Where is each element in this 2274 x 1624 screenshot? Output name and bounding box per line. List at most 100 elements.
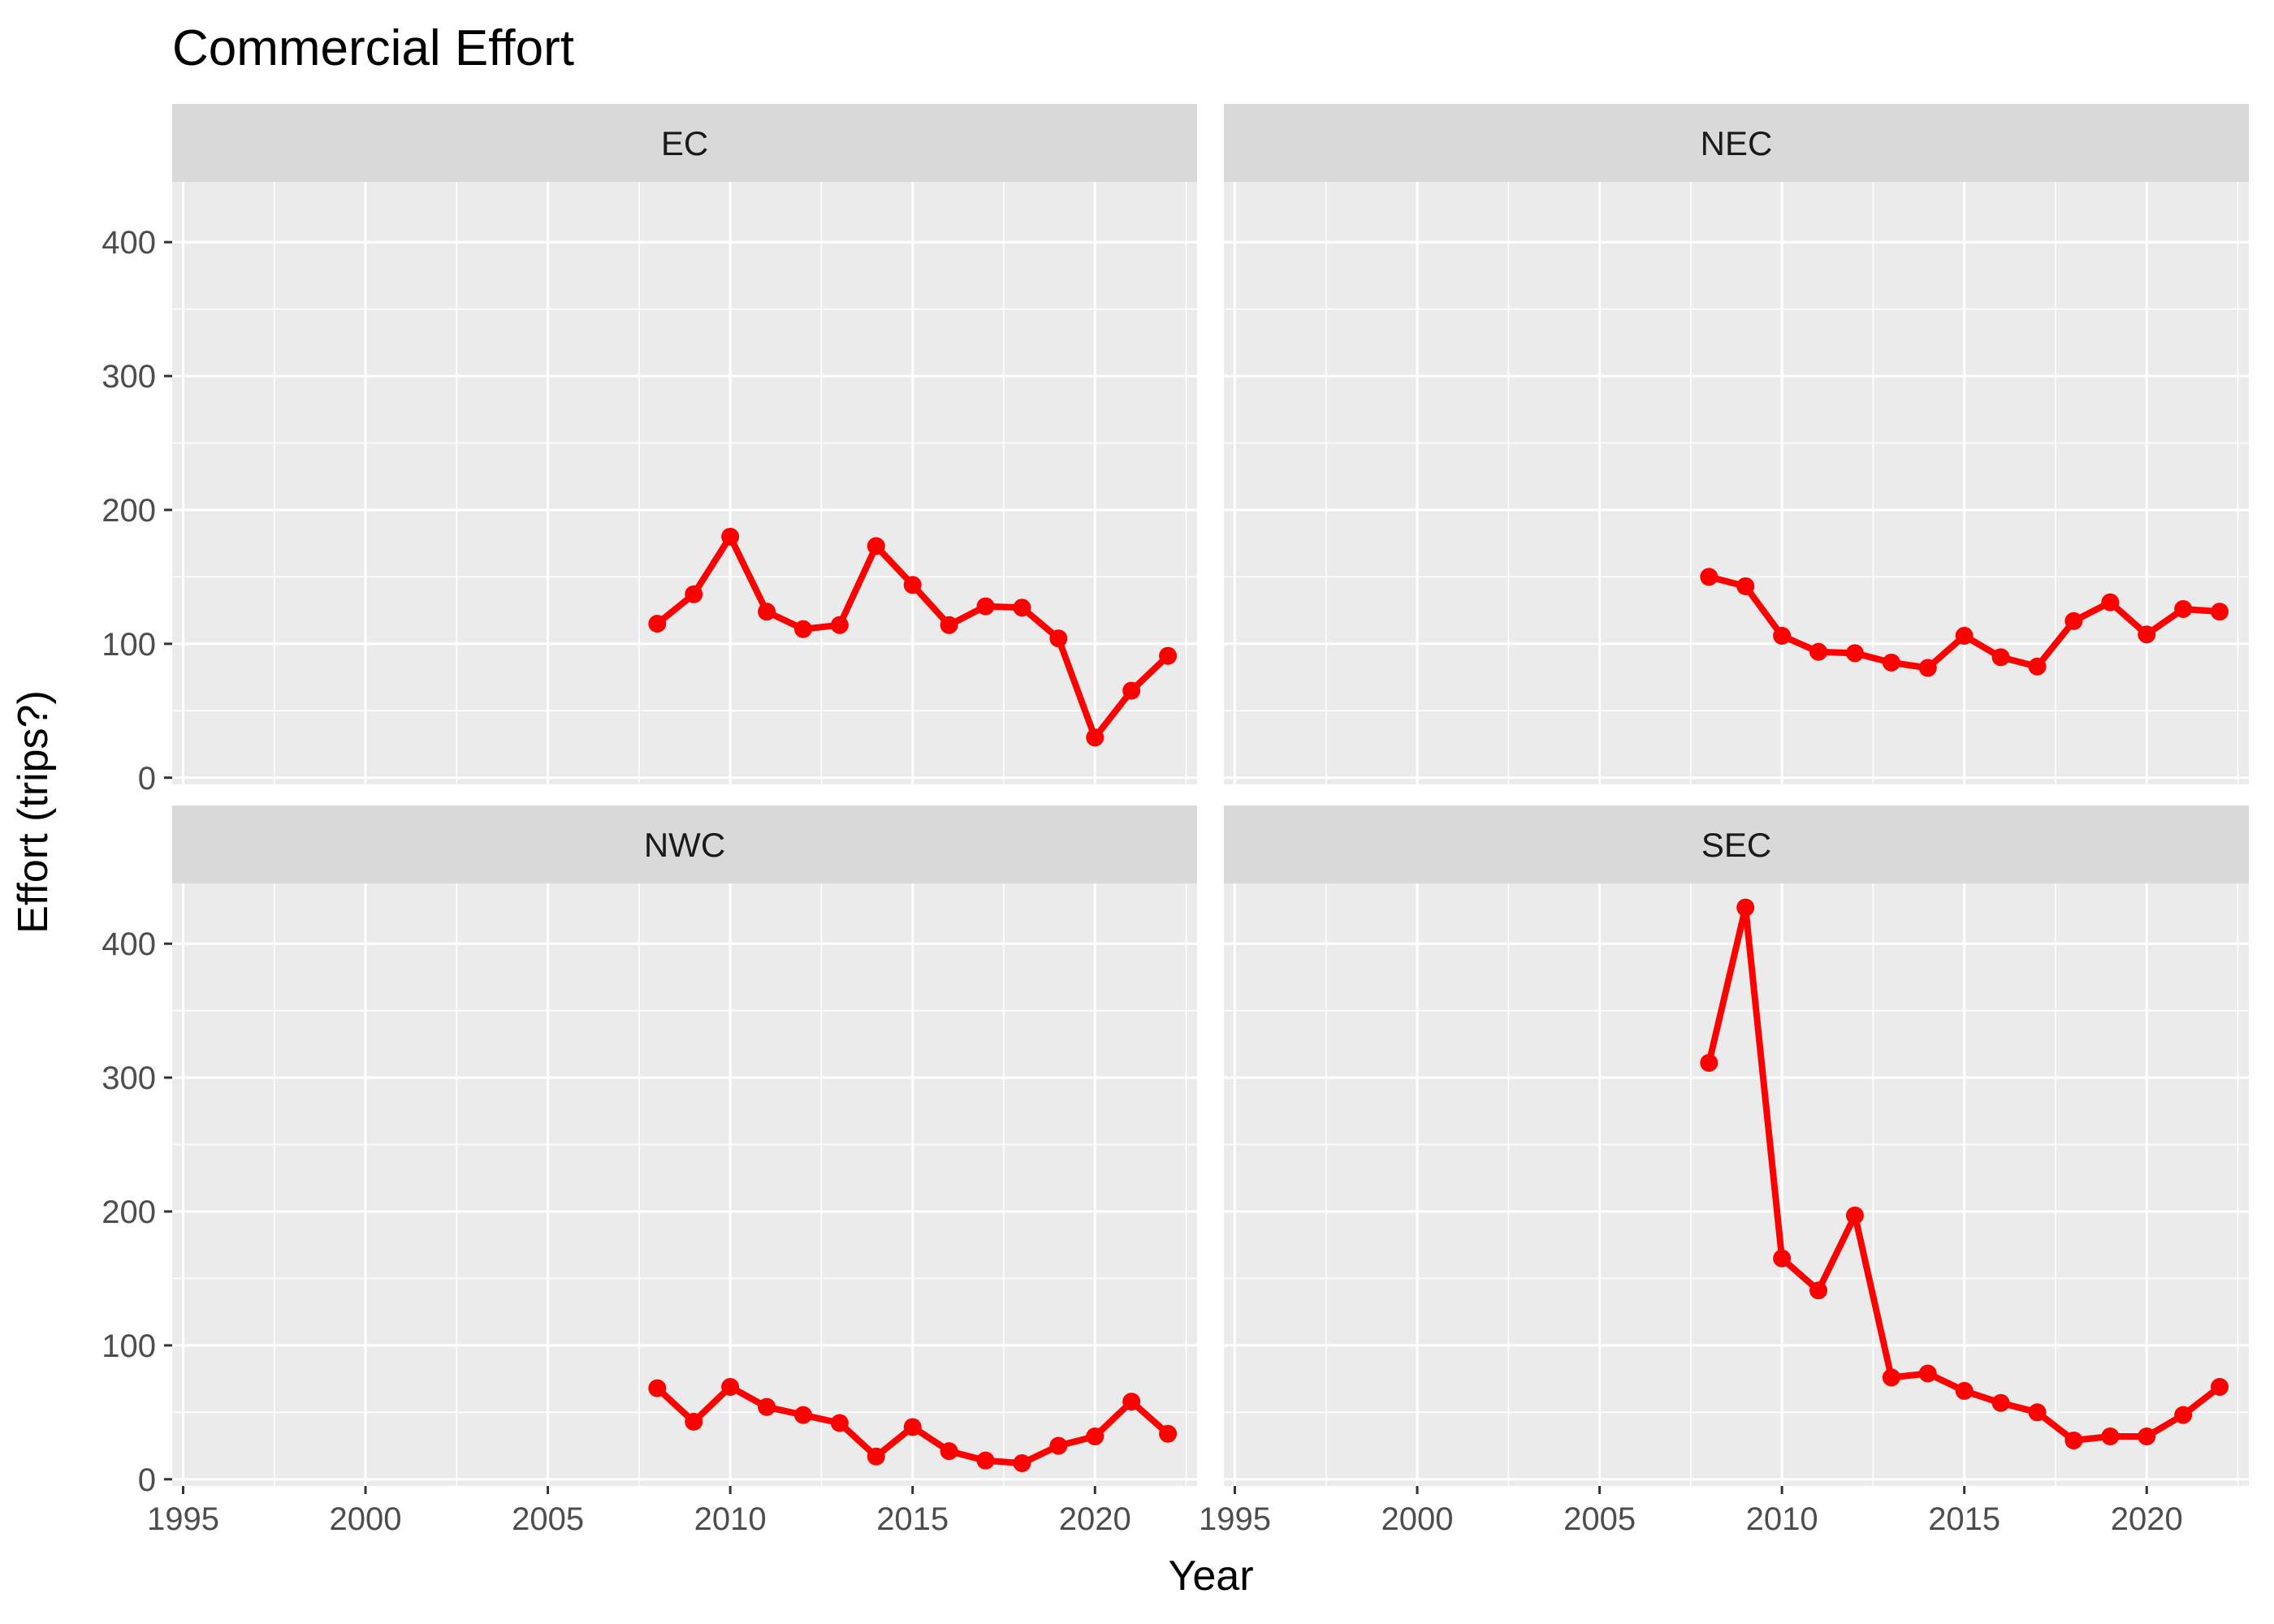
data-point [2101, 1427, 2120, 1445]
data-point [830, 615, 849, 634]
data-point [2101, 593, 2120, 611]
data-point [830, 1414, 849, 1432]
data-point [1086, 728, 1105, 747]
y-tick-label: 100 [102, 627, 156, 663]
data-point [1773, 1249, 1792, 1268]
data-point [758, 603, 776, 621]
data-point [1991, 1393, 2010, 1412]
y-tick-label: 100 [102, 1328, 156, 1364]
data-point [1049, 629, 1068, 648]
facet-panels: EC 0 100 200 300 400 NEC NWC 0 100 200 300 400 1995 20… [102, 104, 2249, 1537]
data-point [793, 1406, 812, 1424]
panel-background [172, 182, 1197, 784]
facet-strip [1224, 104, 2249, 182]
data-point [976, 1451, 995, 1470]
data-point [1845, 1206, 1864, 1224]
data-point [1736, 577, 1755, 595]
data-point [1882, 653, 1900, 672]
data-point [940, 1442, 958, 1461]
data-point [2174, 1406, 2193, 1424]
facet-panel-sec: SEC 1995 2000 2005 2010 2015 2020 [1199, 806, 2249, 1537]
data-point [1991, 648, 2010, 667]
data-point [1159, 1424, 1178, 1443]
data-point [1918, 659, 1937, 677]
facet-strip-label: EC [661, 124, 708, 162]
facet-strip [1224, 806, 2249, 883]
x-axis-title: Year [1168, 1553, 1253, 1600]
x-tick-label: 2015 [1928, 1501, 2000, 1537]
y-axis-title: Effort (trips?) [10, 690, 57, 934]
facet-strip [172, 806, 1197, 883]
data-point [2064, 611, 2083, 630]
data-point [867, 1447, 885, 1466]
data-point [1700, 1053, 1718, 1072]
data-point [1955, 1381, 1974, 1400]
facet-strip-label: SEC [1701, 826, 1771, 864]
data-point [685, 585, 703, 603]
data-point [2028, 657, 2047, 676]
data-point [1086, 1427, 1105, 1445]
data-point [648, 615, 667, 633]
data-point [1700, 568, 1718, 586]
data-point [867, 537, 885, 555]
facet-panel-ec: EC 0 100 200 300 400 [102, 104, 1197, 797]
data-point [2028, 1403, 2047, 1422]
panel-background [1224, 883, 2249, 1486]
x-tick-label: 1995 [147, 1501, 219, 1537]
data-point [1049, 1436, 1068, 1455]
x-tick-label: 2020 [1059, 1501, 1131, 1537]
facet-panel-nec: NEC [1224, 104, 2249, 784]
x-tick-label: 2010 [694, 1501, 767, 1537]
data-point [1955, 626, 1974, 645]
data-point [648, 1379, 667, 1397]
x-tick-label: 1995 [1199, 1501, 1271, 1537]
x-tick-label: 2020 [2111, 1501, 2183, 1537]
data-point [1013, 1453, 1031, 1472]
data-point [2138, 625, 2156, 644]
data-point [1882, 1368, 1900, 1387]
data-point [1809, 1281, 1828, 1300]
facet-panel-nwc: NWC 0 100 200 300 400 1995 2000 2005 2010 2015 2020 [102, 806, 1197, 1537]
data-point [2211, 1377, 2229, 1396]
facet-strip-label: NEC [1701, 124, 1773, 162]
x-tick-label: 2015 [876, 1501, 949, 1537]
y-tick-label: 0 [138, 761, 156, 797]
data-point [2138, 1427, 2156, 1445]
data-point [2174, 599, 2193, 618]
y-tick-label: 400 [102, 926, 156, 962]
data-point [758, 1397, 776, 1416]
data-point [721, 1377, 740, 1396]
y-tick-label: 200 [102, 1194, 156, 1230]
panel-background [172, 883, 1197, 1486]
facet-strip-label: NWC [644, 826, 725, 864]
facet-strip [172, 104, 1197, 182]
data-point [2064, 1431, 2083, 1449]
x-tick-label: 2005 [512, 1501, 584, 1537]
data-point [1736, 898, 1755, 917]
data-point [1013, 598, 1031, 617]
data-point [1159, 646, 1178, 665]
data-point [903, 1418, 922, 1436]
chart-title: Commercial Effort [172, 20, 574, 76]
data-point [1809, 642, 1828, 661]
panel-background [1224, 182, 2249, 784]
y-tick-label: 200 [102, 493, 156, 529]
data-point [685, 1412, 703, 1431]
x-tick-label: 2000 [1381, 1501, 1454, 1537]
data-point [721, 527, 740, 546]
x-tick-label: 2000 [330, 1501, 402, 1537]
data-point [903, 576, 922, 594]
y-tick-label: 300 [102, 1060, 156, 1096]
data-point [1122, 1393, 1141, 1411]
y-tick-label: 400 [102, 225, 156, 261]
data-point [1773, 626, 1792, 645]
data-point [1918, 1364, 1937, 1383]
data-point [1845, 644, 1864, 663]
data-point [976, 597, 995, 615]
data-point [793, 620, 812, 638]
y-tick-label: 300 [102, 359, 156, 395]
data-point [1122, 681, 1141, 700]
data-point [940, 615, 958, 634]
y-tick-label: 0 [138, 1462, 156, 1498]
